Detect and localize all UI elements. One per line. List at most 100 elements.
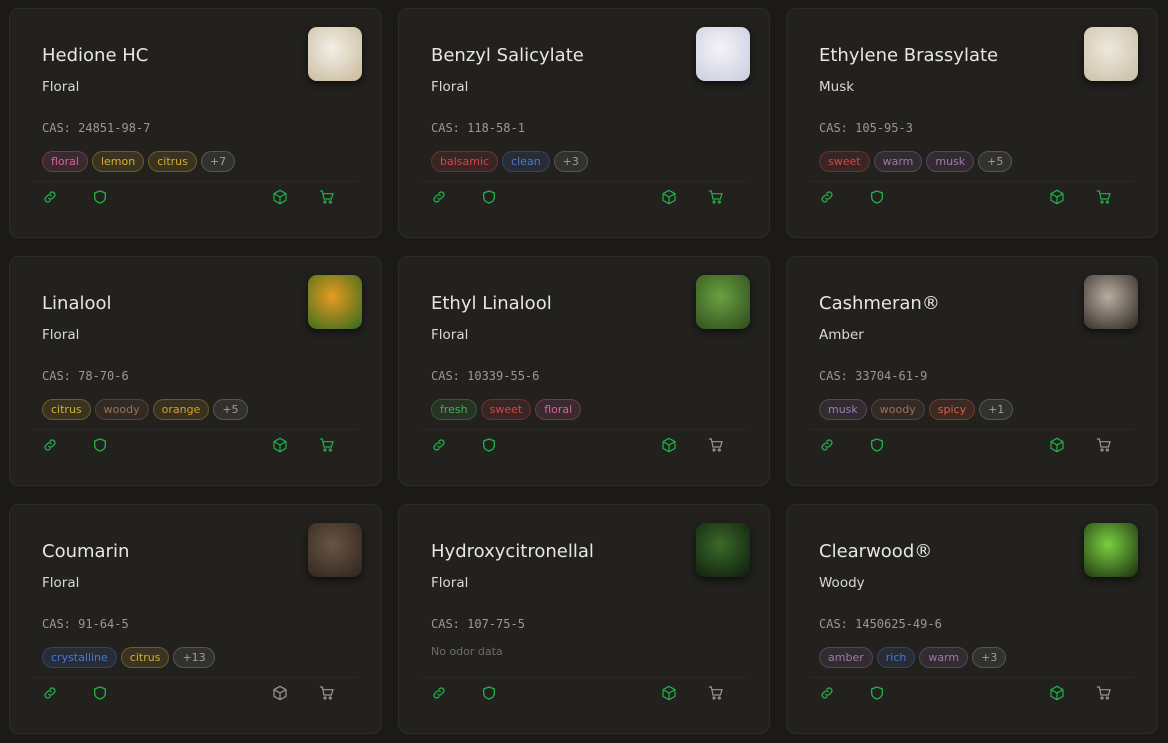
odor-tag[interactable]: +13: [173, 647, 215, 668]
package-icon[interactable]: [1049, 685, 1065, 701]
ingredient-card[interactable]: Ethylene Brassylate Musk CAS: 105-95-3 s…: [786, 8, 1158, 238]
cart-icon[interactable]: [1096, 189, 1112, 205]
ingredient-family: Floral: [431, 575, 469, 591]
cart-icon[interactable]: [319, 437, 335, 453]
ingredient-card[interactable]: Cashmeran® Amber CAS: 33704-61-9 musk woo…: [786, 256, 1158, 486]
ingredient-name[interactable]: Coumarin: [42, 541, 130, 562]
odor-tag[interactable]: warm: [873, 151, 923, 172]
divider: [809, 181, 1135, 182]
shield-icon[interactable]: [92, 437, 108, 453]
odor-tags: crystalline citrus +13: [42, 647, 215, 668]
ingredient-card[interactable]: Clearwood® Woody CAS: 1450625-49-6 amber…: [786, 504, 1158, 734]
package-icon[interactable]: [1049, 437, 1065, 453]
ingredient-card[interactable]: Ethyl Linalool Floral CAS: 10339-55-6 fr…: [398, 256, 770, 486]
cart-icon[interactable]: [708, 189, 724, 205]
shield-icon[interactable]: [481, 189, 497, 205]
ingredient-card[interactable]: Benzyl Salicylate Floral CAS: 118-58-1 b…: [398, 8, 770, 238]
odor-tag[interactable]: +7: [200, 151, 236, 172]
odor-tag[interactable]: citrus: [120, 647, 170, 668]
link-icon[interactable]: [819, 685, 835, 701]
odor-tag[interactable]: clean: [502, 151, 550, 172]
odor-tag[interactable]: spicy: [928, 399, 976, 420]
ingredient-name[interactable]: Cashmeran®: [819, 293, 940, 314]
ingredient-name[interactable]: Linalool: [42, 293, 112, 314]
ingredient-image: [308, 275, 362, 329]
link-icon[interactable]: [42, 437, 58, 453]
odor-tag[interactable]: +5: [213, 399, 248, 420]
ingredient-name[interactable]: Benzyl Salicylate: [431, 45, 584, 66]
shield-icon[interactable]: [869, 437, 885, 453]
shield-icon[interactable]: [92, 685, 108, 701]
odor-tag[interactable]: crystalline: [42, 647, 117, 668]
package-icon[interactable]: [661, 437, 677, 453]
no-odor-text: No odor data: [431, 645, 503, 658]
odor-tag[interactable]: musk: [926, 151, 975, 172]
odor-tag[interactable]: woody: [870, 399, 925, 420]
ingredient-name[interactable]: Ethylene Brassylate: [819, 45, 999, 66]
cart-icon[interactable]: [708, 685, 724, 701]
ingredient-family: Floral: [42, 327, 80, 343]
link-icon[interactable]: [42, 189, 58, 205]
link-icon[interactable]: [431, 437, 447, 453]
cart-icon[interactable]: [708, 437, 724, 453]
package-icon[interactable]: [661, 685, 677, 701]
odor-tags: musk woody spicy +1: [819, 399, 1014, 420]
odor-tag[interactable]: +3: [553, 151, 588, 172]
link-icon[interactable]: [819, 437, 835, 453]
odor-tag[interactable]: sweet: [480, 399, 532, 420]
divider: [421, 677, 747, 678]
odor-tag[interactable]: +3: [972, 647, 1007, 668]
odor-tag[interactable]: sweet: [819, 151, 870, 172]
odor-tag[interactable]: amber: [819, 647, 873, 668]
ingredient-image: [696, 275, 750, 329]
link-icon[interactable]: [431, 189, 447, 205]
odor-tag[interactable]: +1: [979, 399, 1014, 420]
ingredient-name[interactable]: Hydroxycitronellal: [431, 541, 594, 562]
odor-tag[interactable]: citrus: [42, 399, 91, 420]
link-icon[interactable]: [819, 189, 835, 205]
odor-tags: amber rich warm +3: [819, 647, 1007, 668]
package-icon[interactable]: [272, 189, 288, 205]
ingredient-card[interactable]: Hedione HC Floral CAS: 24851-98-7 floral…: [9, 8, 382, 238]
ingredient-name[interactable]: Clearwood®: [819, 541, 933, 562]
odor-tag[interactable]: floral: [42, 151, 88, 172]
odor-tag[interactable]: lemon: [91, 151, 145, 172]
ingredient-name[interactable]: Hedione HC: [42, 45, 149, 66]
odor-tag[interactable]: warm: [919, 647, 969, 668]
divider: [32, 677, 359, 678]
shield-icon[interactable]: [869, 685, 885, 701]
package-icon[interactable]: [1049, 189, 1065, 205]
odor-tag[interactable]: citrus: [148, 151, 197, 172]
odor-tag[interactable]: balsamic: [431, 151, 499, 172]
link-icon[interactable]: [42, 685, 58, 701]
cas-number: CAS: 105-95-3: [819, 121, 913, 135]
odor-tags: balsamic clean +3: [431, 151, 588, 172]
package-icon[interactable]: [661, 189, 677, 205]
odor-tag[interactable]: floral: [535, 399, 582, 420]
shield-icon[interactable]: [92, 189, 108, 205]
ingredient-name[interactable]: Ethyl Linalool: [431, 293, 552, 314]
ingredient-card[interactable]: Linalool Floral CAS: 78-70-6 citrus woody…: [9, 256, 382, 486]
ingredient-image: [1084, 275, 1138, 329]
divider: [421, 429, 747, 430]
odor-tag[interactable]: woody: [94, 399, 149, 420]
cart-icon[interactable]: [1096, 685, 1112, 701]
ingredient-card[interactable]: Coumarin Floral CAS: 91-64-5 crystalline…: [9, 504, 382, 734]
cas-number: CAS: 24851-98-7: [42, 121, 151, 135]
cart-icon[interactable]: [1096, 437, 1112, 453]
odor-tag[interactable]: musk: [819, 399, 867, 420]
shield-icon[interactable]: [869, 189, 885, 205]
cart-icon[interactable]: [319, 189, 335, 205]
odor-tag[interactable]: fresh: [431, 399, 477, 420]
odor-tag[interactable]: rich: [876, 647, 916, 668]
ingredient-card[interactable]: Hydroxycitronellal Floral CAS: 107-75-5 …: [398, 504, 770, 734]
odor-tag[interactable]: orange: [152, 399, 210, 420]
shield-icon[interactable]: [481, 437, 497, 453]
cart-icon[interactable]: [319, 685, 335, 701]
shield-icon[interactable]: [481, 685, 497, 701]
link-icon[interactable]: [431, 685, 447, 701]
odor-tag[interactable]: +5: [978, 151, 1013, 172]
ingredient-family: Amber: [819, 327, 864, 343]
package-icon[interactable]: [272, 437, 288, 453]
package-icon[interactable]: [272, 685, 288, 701]
